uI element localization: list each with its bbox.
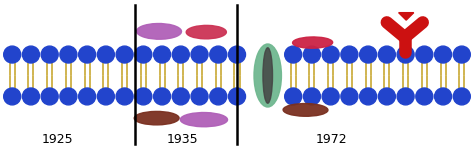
Ellipse shape: [135, 88, 152, 105]
Ellipse shape: [360, 46, 377, 63]
Ellipse shape: [97, 88, 114, 105]
Ellipse shape: [397, 88, 414, 105]
Ellipse shape: [172, 46, 189, 63]
Ellipse shape: [453, 46, 470, 63]
Ellipse shape: [397, 46, 414, 63]
Ellipse shape: [210, 46, 227, 63]
Ellipse shape: [435, 46, 452, 63]
Ellipse shape: [79, 46, 96, 63]
Ellipse shape: [303, 46, 320, 63]
Ellipse shape: [154, 46, 171, 63]
Ellipse shape: [191, 88, 208, 105]
Ellipse shape: [360, 88, 377, 105]
Ellipse shape: [22, 88, 39, 105]
Ellipse shape: [137, 24, 182, 39]
Ellipse shape: [60, 88, 77, 105]
Ellipse shape: [41, 46, 58, 63]
Ellipse shape: [116, 46, 133, 63]
Polygon shape: [399, 13, 414, 20]
Ellipse shape: [79, 88, 96, 105]
Ellipse shape: [186, 25, 227, 39]
Ellipse shape: [228, 46, 246, 63]
Ellipse shape: [228, 88, 246, 105]
Ellipse shape: [292, 37, 333, 48]
Ellipse shape: [416, 46, 433, 63]
Ellipse shape: [285, 88, 302, 105]
Text: 1925: 1925: [42, 133, 73, 146]
Ellipse shape: [180, 112, 228, 127]
Ellipse shape: [4, 88, 21, 105]
Ellipse shape: [41, 88, 58, 105]
Ellipse shape: [341, 88, 358, 105]
Ellipse shape: [378, 88, 395, 105]
Text: 1935: 1935: [167, 133, 199, 146]
Ellipse shape: [60, 46, 77, 63]
Ellipse shape: [191, 46, 208, 63]
Ellipse shape: [116, 88, 133, 105]
Ellipse shape: [254, 44, 282, 107]
Text: 1972: 1972: [316, 133, 347, 146]
Ellipse shape: [22, 46, 39, 63]
Ellipse shape: [341, 46, 358, 63]
Ellipse shape: [97, 46, 114, 63]
Ellipse shape: [210, 88, 227, 105]
Ellipse shape: [134, 111, 179, 125]
Ellipse shape: [303, 88, 320, 105]
Ellipse shape: [416, 88, 433, 105]
Ellipse shape: [263, 48, 273, 103]
Ellipse shape: [4, 46, 21, 63]
Ellipse shape: [283, 104, 328, 116]
Ellipse shape: [285, 46, 302, 63]
Ellipse shape: [378, 46, 395, 63]
Ellipse shape: [322, 88, 339, 105]
Ellipse shape: [322, 46, 339, 63]
Ellipse shape: [154, 88, 171, 105]
Ellipse shape: [135, 46, 152, 63]
Ellipse shape: [453, 88, 470, 105]
Ellipse shape: [435, 88, 452, 105]
Ellipse shape: [172, 88, 189, 105]
